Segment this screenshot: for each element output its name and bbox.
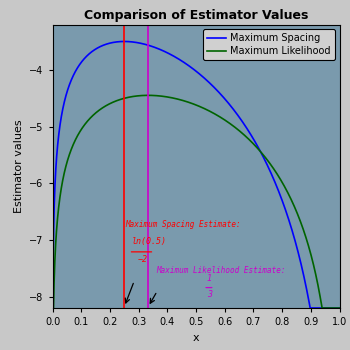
- Maximum Likelihood: [65, 159, 69, 163]
- Maximum Spacing: [337, 306, 342, 310]
- X-axis label: x: x: [193, 332, 199, 343]
- Text: −2: −2: [138, 254, 147, 264]
- Maximum Spacing: [190, 66, 194, 70]
- Maximum Likelihood: [276, 174, 281, 179]
- Line: Maximum Likelihood: Maximum Likelihood: [52, 95, 340, 308]
- Text: Maximum Spacing Estimate:: Maximum Spacing Estimate:: [126, 220, 241, 230]
- Maximum Likelihood: [337, 306, 342, 310]
- Title: Comparison of Estimator Values: Comparison of Estimator Values: [84, 9, 308, 22]
- Maximum Spacing: [276, 189, 281, 193]
- Maximum Spacing: [122, 39, 126, 43]
- Line: Maximum Spacing: Maximum Spacing: [52, 41, 340, 308]
- Maximum Spacing: [65, 89, 69, 93]
- Maximum Likelihood: [329, 306, 333, 310]
- Legend: Maximum Spacing, Maximum Likelihood: Maximum Spacing, Maximum Likelihood: [203, 29, 335, 60]
- Maximum Spacing: [329, 306, 333, 310]
- Text: ln(0.5): ln(0.5): [132, 238, 167, 246]
- Text: 3: 3: [206, 290, 212, 299]
- Maximum Likelihood: [183, 99, 187, 103]
- Maximum Likelihood: [50, 306, 55, 310]
- Text: Maximum Likelihood Estimate:: Maximum Likelihood Estimate:: [156, 266, 285, 275]
- Text: 1: 1: [206, 274, 211, 283]
- Maximum Spacing: [183, 61, 187, 65]
- Maximum Spacing: [329, 306, 334, 310]
- Y-axis label: Estimator values: Estimator values: [14, 119, 23, 213]
- Maximum Likelihood: [329, 306, 334, 310]
- Maximum Likelihood: [190, 102, 194, 106]
- Maximum Spacing: [50, 306, 55, 310]
- Maximum Likelihood: [146, 93, 150, 97]
